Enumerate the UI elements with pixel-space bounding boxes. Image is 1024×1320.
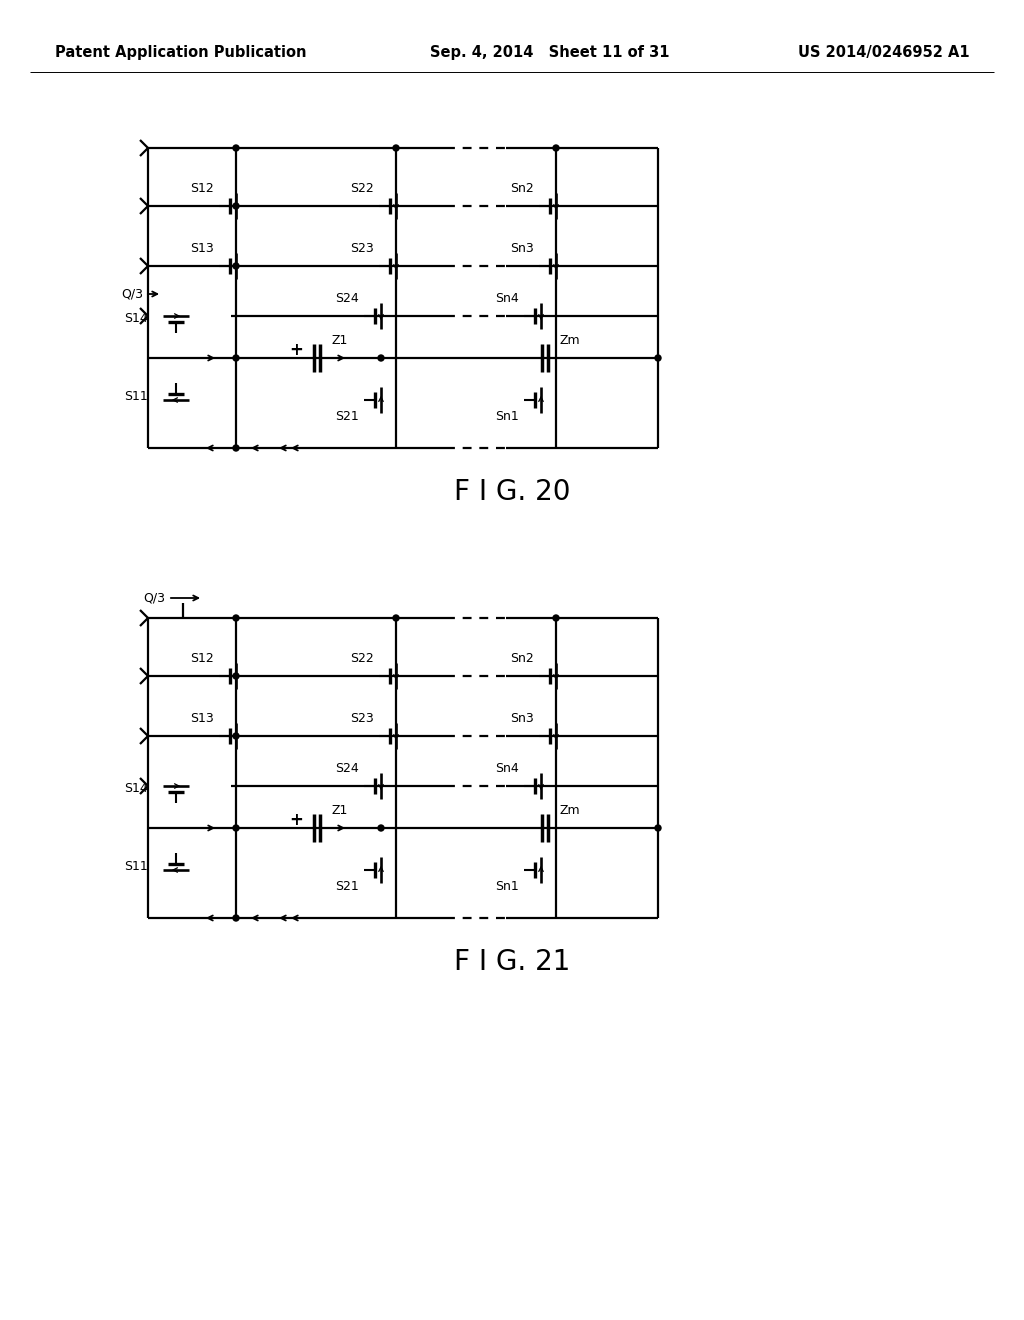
Text: S12: S12 [190, 182, 214, 195]
Circle shape [393, 615, 399, 620]
Text: Q/3: Q/3 [121, 288, 143, 301]
Text: F I G. 21: F I G. 21 [454, 948, 570, 975]
Text: S13: S13 [190, 713, 214, 726]
Circle shape [393, 145, 399, 150]
Circle shape [233, 355, 239, 360]
Circle shape [655, 355, 662, 360]
Text: Q/3: Q/3 [143, 591, 165, 605]
Text: Sn1: Sn1 [496, 411, 519, 424]
Circle shape [553, 615, 559, 620]
Circle shape [233, 673, 239, 678]
Text: Sn4: Sn4 [496, 763, 519, 776]
Text: F I G. 20: F I G. 20 [454, 478, 570, 506]
Text: Zm: Zm [559, 804, 580, 817]
Text: Sn2: Sn2 [510, 652, 534, 665]
Text: S12: S12 [190, 652, 214, 665]
Circle shape [233, 263, 239, 269]
Text: S22: S22 [350, 182, 374, 195]
Circle shape [233, 915, 239, 921]
Text: +: + [289, 341, 303, 359]
Circle shape [233, 615, 239, 620]
Circle shape [655, 825, 662, 832]
Text: +: + [289, 810, 303, 829]
Text: Sn1: Sn1 [496, 880, 519, 894]
Text: Sn3: Sn3 [510, 713, 534, 726]
Text: S14: S14 [124, 313, 148, 326]
Circle shape [233, 145, 239, 150]
Text: S22: S22 [350, 652, 374, 665]
Text: S14: S14 [124, 783, 148, 796]
Text: Sep. 4, 2014   Sheet 11 of 31: Sep. 4, 2014 Sheet 11 of 31 [430, 45, 670, 59]
Text: S11: S11 [124, 861, 148, 874]
Text: S24: S24 [335, 763, 359, 776]
Circle shape [233, 825, 239, 832]
Text: Patent Application Publication: Patent Application Publication [55, 45, 306, 59]
Text: S23: S23 [350, 713, 374, 726]
Text: S21: S21 [335, 880, 359, 894]
Circle shape [233, 445, 239, 451]
Text: Zm: Zm [559, 334, 580, 346]
Circle shape [233, 733, 239, 739]
Text: Z1: Z1 [331, 804, 347, 817]
Text: S11: S11 [124, 391, 148, 404]
Text: Sn2: Sn2 [510, 182, 534, 195]
Circle shape [233, 203, 239, 209]
Text: Sn3: Sn3 [510, 243, 534, 256]
Text: Sn4: Sn4 [496, 293, 519, 305]
Circle shape [378, 825, 384, 832]
Circle shape [378, 355, 384, 360]
Text: S21: S21 [335, 411, 359, 424]
Text: US 2014/0246952 A1: US 2014/0246952 A1 [799, 45, 970, 59]
Text: Z1: Z1 [331, 334, 347, 346]
Circle shape [553, 145, 559, 150]
Text: S24: S24 [335, 293, 359, 305]
Text: S23: S23 [350, 243, 374, 256]
Text: S13: S13 [190, 243, 214, 256]
